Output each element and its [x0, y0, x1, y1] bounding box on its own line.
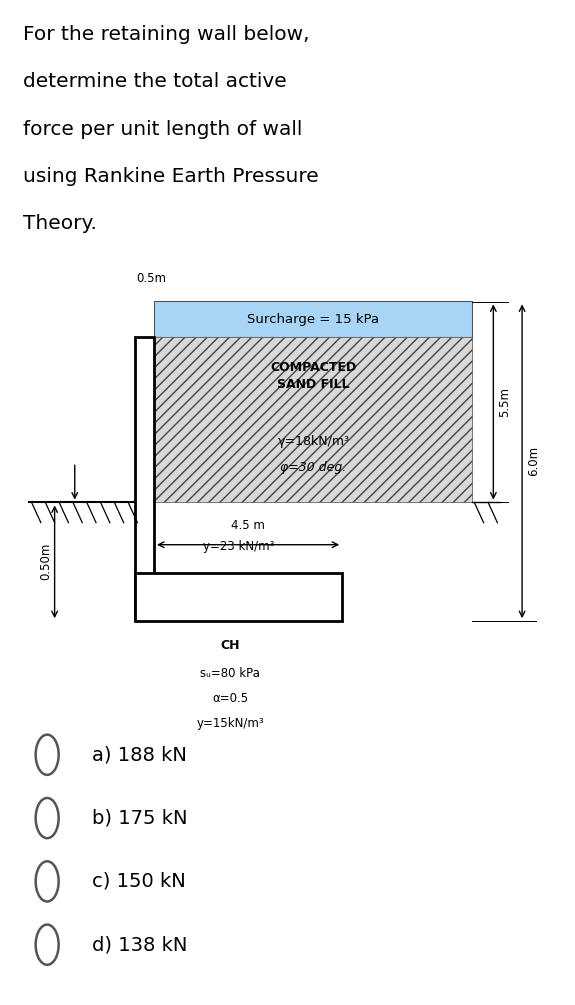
Text: b) 175 kN: b) 175 kN: [92, 809, 187, 827]
Text: c) 150 kN: c) 150 kN: [92, 872, 186, 890]
Bar: [154, 302, 472, 337]
Text: a) 188 kN: a) 188 kN: [92, 746, 187, 764]
Text: y=15kN/m³: y=15kN/m³: [196, 718, 264, 730]
Text: φ=30 deg.: φ=30 deg.: [280, 461, 347, 473]
Text: using Rankine Earth Pressure: using Rankine Earth Pressure: [23, 167, 319, 186]
Bar: [135, 573, 342, 621]
Text: 5.5m: 5.5m: [498, 387, 511, 417]
Text: 4.5 m: 4.5 m: [231, 519, 265, 532]
Text: COMPACTED
SAND FILL: COMPACTED SAND FILL: [270, 361, 356, 391]
Text: y=23 kN/m³: y=23 kN/m³: [203, 541, 274, 553]
Text: force per unit length of wall: force per unit length of wall: [23, 120, 302, 139]
Bar: [154, 337, 472, 502]
Text: γ=18kN/m³: γ=18kN/m³: [277, 435, 350, 447]
Text: determine the total active: determine the total active: [23, 72, 287, 91]
Text: d) 138 kN: d) 138 kN: [92, 936, 187, 954]
Text: For the retaining wall below,: For the retaining wall below,: [23, 25, 309, 44]
Text: sᵤ=80 kPa: sᵤ=80 kPa: [200, 667, 260, 679]
Text: 0.50m: 0.50m: [39, 543, 52, 581]
Text: Surcharge = 15 kPa: Surcharge = 15 kPa: [247, 313, 379, 326]
Text: α=0.5: α=0.5: [212, 692, 248, 705]
Text: Theory.: Theory.: [23, 214, 97, 233]
Text: 0.5m: 0.5m: [136, 272, 166, 285]
Text: 6.0m: 6.0m: [527, 446, 540, 476]
Bar: [135, 337, 154, 618]
Bar: [154, 337, 472, 502]
Text: CH: CH: [220, 639, 240, 651]
